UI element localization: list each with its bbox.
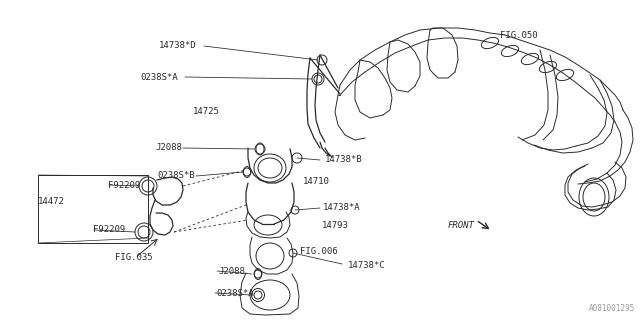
- Text: FRONT: FRONT: [448, 220, 475, 229]
- Text: FIG.006: FIG.006: [300, 246, 338, 255]
- Text: 14738*D: 14738*D: [158, 42, 196, 51]
- Text: 14738*C: 14738*C: [348, 260, 386, 269]
- Text: F92209: F92209: [93, 226, 125, 235]
- Text: 0238S*A: 0238S*A: [216, 289, 253, 298]
- Text: 0238S*B: 0238S*B: [157, 172, 195, 180]
- Text: J2088: J2088: [155, 143, 182, 153]
- Text: F92209: F92209: [108, 180, 140, 189]
- Text: 0238S*A: 0238S*A: [140, 73, 178, 82]
- Text: 14738*A: 14738*A: [323, 203, 360, 212]
- Text: 14793: 14793: [322, 220, 349, 229]
- Bar: [38, 175, 148, 243]
- Text: 14725: 14725: [193, 107, 220, 116]
- Text: FIG.050: FIG.050: [500, 30, 538, 39]
- Text: 14472: 14472: [38, 196, 65, 205]
- Text: J2088: J2088: [218, 267, 245, 276]
- Text: A081001295: A081001295: [589, 304, 635, 313]
- Text: 14710: 14710: [303, 177, 330, 186]
- Text: FIG.035: FIG.035: [115, 253, 152, 262]
- Text: 14738*B: 14738*B: [325, 155, 363, 164]
